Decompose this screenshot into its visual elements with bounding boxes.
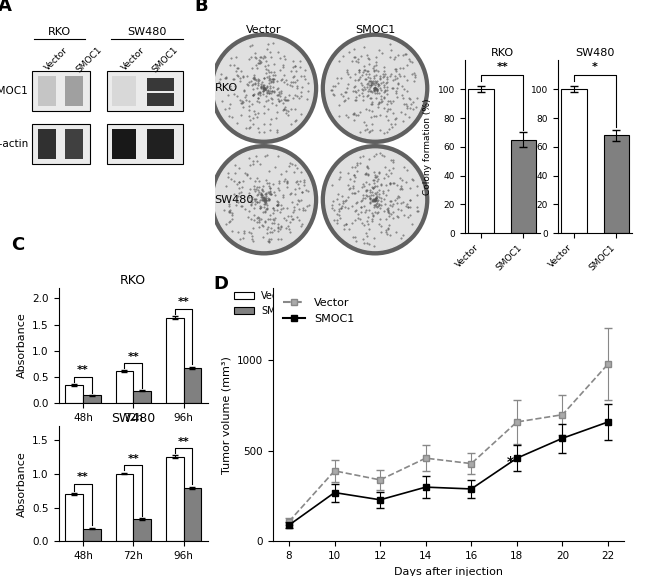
Text: **: ** xyxy=(77,472,89,483)
Text: SMOC1: SMOC1 xyxy=(74,45,103,74)
Bar xyxy=(32,124,90,164)
Bar xyxy=(65,494,83,541)
Bar xyxy=(107,70,183,111)
Circle shape xyxy=(320,144,430,256)
Bar xyxy=(32,70,90,111)
Bar xyxy=(561,89,586,233)
Bar xyxy=(166,457,183,541)
Bar xyxy=(183,488,202,541)
Legend: Vector, SMOC1: Vector, SMOC1 xyxy=(279,294,359,328)
Text: **: ** xyxy=(127,453,139,464)
Bar xyxy=(147,129,174,159)
Y-axis label: Colony formation (%): Colony formation (%) xyxy=(423,98,432,195)
Circle shape xyxy=(326,37,424,139)
Text: RKO: RKO xyxy=(214,84,238,93)
Bar xyxy=(116,473,133,541)
Text: RKO: RKO xyxy=(48,28,71,37)
Bar xyxy=(83,395,101,403)
Text: *: * xyxy=(506,454,514,468)
X-axis label: Days after injection: Days after injection xyxy=(394,567,503,576)
Text: **: ** xyxy=(496,62,508,72)
Title: RKO: RKO xyxy=(120,274,146,287)
Circle shape xyxy=(209,32,318,144)
Text: C: C xyxy=(10,236,24,254)
Circle shape xyxy=(214,37,313,139)
Title: SW480: SW480 xyxy=(111,412,155,425)
Circle shape xyxy=(320,32,430,144)
Text: Vector: Vector xyxy=(43,45,70,72)
Text: Vector: Vector xyxy=(120,45,146,72)
Bar xyxy=(65,129,83,159)
Text: SMOC1: SMOC1 xyxy=(0,86,29,96)
Y-axis label: Absorbance: Absorbance xyxy=(17,451,27,517)
Bar xyxy=(83,529,101,541)
Bar xyxy=(112,75,136,106)
Bar xyxy=(65,75,83,106)
Bar xyxy=(147,78,174,91)
Text: A: A xyxy=(0,0,12,15)
Text: SMOC1: SMOC1 xyxy=(151,45,180,74)
Text: SW480: SW480 xyxy=(214,195,254,204)
Bar xyxy=(38,129,56,159)
Bar xyxy=(133,519,151,541)
Bar xyxy=(183,367,202,403)
Text: SMOC1: SMOC1 xyxy=(355,25,395,35)
Text: B: B xyxy=(195,0,209,15)
Text: *: * xyxy=(592,62,598,72)
Text: Vector: Vector xyxy=(246,25,281,35)
Bar xyxy=(604,135,629,233)
Bar xyxy=(166,318,183,403)
Bar xyxy=(133,391,151,403)
Text: **: ** xyxy=(77,365,89,376)
Text: **: ** xyxy=(177,437,189,446)
Y-axis label: Absorbance: Absorbance xyxy=(17,313,27,378)
Bar xyxy=(511,140,536,233)
Title: RKO: RKO xyxy=(491,48,514,58)
Text: SW480: SW480 xyxy=(127,28,166,37)
Bar xyxy=(38,75,56,106)
Bar xyxy=(468,89,493,233)
Legend: Vector, SMOC1: Vector, SMOC1 xyxy=(230,287,300,320)
Bar xyxy=(65,385,83,403)
Circle shape xyxy=(326,149,424,251)
Text: β-actin: β-actin xyxy=(0,139,29,149)
Bar xyxy=(107,124,183,164)
Bar xyxy=(112,129,136,159)
Circle shape xyxy=(214,149,313,251)
Text: D: D xyxy=(213,275,228,293)
Y-axis label: Tumor volume (mm³): Tumor volume (mm³) xyxy=(222,356,231,473)
Title: SW480: SW480 xyxy=(575,48,615,58)
Bar xyxy=(116,371,133,403)
Circle shape xyxy=(209,144,318,256)
Text: **: ** xyxy=(127,352,139,362)
Bar xyxy=(147,93,174,106)
Text: **: ** xyxy=(177,297,189,308)
